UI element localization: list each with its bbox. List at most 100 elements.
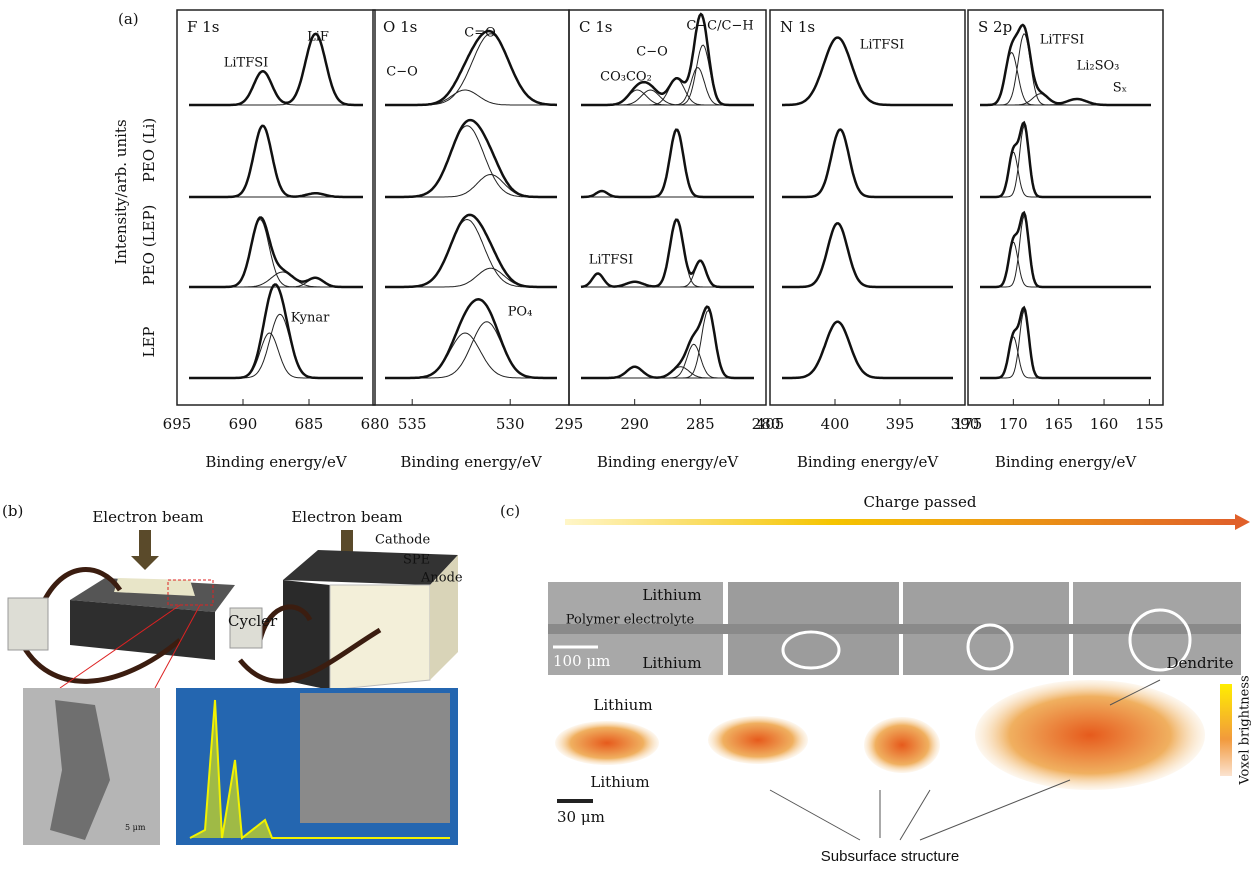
x-tick-label: 535 [398, 415, 427, 433]
panel-title: F 1s [187, 18, 219, 36]
panel-title: N 1s [780, 18, 815, 36]
peak-annotation: CO₃CO₂ [600, 70, 652, 85]
charge-arrow [565, 519, 1235, 525]
colorbar-label: Voxel brightness [1238, 675, 1253, 785]
x-tick-label: 165 [1044, 415, 1073, 433]
label: Lithium [642, 654, 701, 672]
peak-component [980, 152, 1151, 197]
scale-label: 5 μm [125, 823, 146, 832]
x-tick-label: 530 [496, 415, 525, 433]
spectrum-envelope [782, 223, 953, 287]
x-tick-label: 400 [821, 415, 850, 433]
x-tick-label: 695 [163, 415, 192, 433]
label: Electron beam [291, 508, 402, 526]
spectrum-envelope [189, 126, 363, 197]
colorbar [1220, 684, 1232, 776]
x-tick-label: 405 [756, 415, 785, 433]
x-tick-label: 395 [886, 415, 915, 433]
panel-label: (a) [118, 10, 139, 28]
spectrum-envelope [385, 120, 557, 197]
peak-annotation: C−O [386, 65, 418, 80]
plot-frame [968, 10, 1163, 405]
peak-component [189, 126, 363, 197]
cell-block [330, 585, 430, 690]
render-3d [975, 680, 1205, 790]
spectrum-envelope [189, 34, 363, 105]
peak-annotation: LiF [307, 30, 329, 45]
figure: (a) Intensity/arb. units PEO (Li) PEO (L… [0, 0, 1253, 870]
x-tick-label: 175 [954, 415, 983, 433]
x-tick-label: 295 [555, 415, 584, 433]
y-axis-title: Intensity/arb. units [112, 119, 130, 264]
spectrum-envelope [189, 285, 363, 379]
eds-inset [300, 693, 450, 823]
peak-component [980, 242, 1151, 287]
spectrum-envelope [980, 308, 1151, 378]
peak-annotation: PO₄ [508, 305, 533, 320]
cycler-box [8, 598, 48, 650]
label: Dendrite [1166, 654, 1233, 672]
peak-annotation: LiTFSI [224, 56, 269, 71]
spectrum-envelope [980, 123, 1151, 197]
label: Electron beam [92, 508, 203, 526]
peak-component [385, 322, 557, 378]
x-tick-label: 160 [1090, 415, 1119, 433]
peak-annotation: Li₂SO₃ [1077, 59, 1120, 74]
label: Lithium [593, 696, 652, 714]
peak-annotation: Kynar [291, 311, 330, 326]
x-tick-label: 685 [295, 415, 324, 433]
peak-component [782, 130, 953, 197]
x-tick-label: 170 [999, 415, 1028, 433]
spectrum-envelope [385, 215, 557, 287]
label: Cycler [228, 612, 278, 630]
x-axis-title: Binding energy/eV [995, 453, 1138, 471]
peak-annotation: Sₓ [1113, 81, 1127, 96]
panel-title: S 2p [978, 18, 1012, 36]
peak-component [385, 175, 557, 198]
x-axis-title: Binding energy/eV [797, 453, 940, 471]
peak-component [581, 344, 754, 378]
scale-label: 100 μm [553, 652, 610, 670]
row-label: PEO (Li) [140, 118, 158, 183]
beam-arrow [131, 556, 159, 570]
spectrum-envelope [581, 130, 754, 197]
x-axis-title: Binding energy/eV [205, 453, 348, 471]
spectrum-envelope [782, 322, 953, 378]
x-axis-title: Binding energy/eV [597, 453, 740, 471]
label: Lithium [642, 586, 701, 604]
x-tick-label: 690 [229, 415, 258, 433]
peak-component [385, 333, 557, 378]
scale-label: 30 μm [557, 808, 605, 826]
render-3d [555, 721, 659, 765]
panel-label: (c) [500, 502, 520, 520]
label: Lithium [590, 773, 649, 791]
arrow-label: Charge passed [864, 493, 977, 511]
label: Cathode [375, 533, 430, 548]
peak-component [581, 311, 754, 379]
charge-arrow [1235, 514, 1250, 530]
label: Polymer electrolyte [566, 613, 695, 628]
peak-component [782, 322, 953, 378]
peak-component [980, 53, 1151, 106]
peak-component [385, 220, 557, 288]
x-tick-label: 285 [686, 415, 715, 433]
peak-annotation: LiTFSI [589, 253, 634, 268]
x-tick-label: 155 [1135, 415, 1164, 433]
peak-annotation: C−C/C−H [686, 19, 753, 34]
plot-frame [770, 10, 965, 405]
label: Anode [420, 571, 463, 586]
peak-component [782, 223, 953, 287]
peak-component [189, 333, 363, 378]
spectrum-envelope [980, 213, 1151, 287]
label: SPE [403, 553, 430, 568]
x-axis-title: Binding energy/eV [400, 453, 543, 471]
render-3d [864, 717, 940, 773]
render-3d [708, 716, 808, 764]
peak-annotation: C=O [464, 26, 496, 41]
label: Subsurface structure [821, 848, 959, 865]
row-label: LEP [140, 326, 158, 357]
spectrum-envelope [782, 130, 953, 197]
peak-component [385, 126, 557, 197]
x-tick-label: 680 [361, 415, 390, 433]
peak-component [980, 337, 1151, 378]
